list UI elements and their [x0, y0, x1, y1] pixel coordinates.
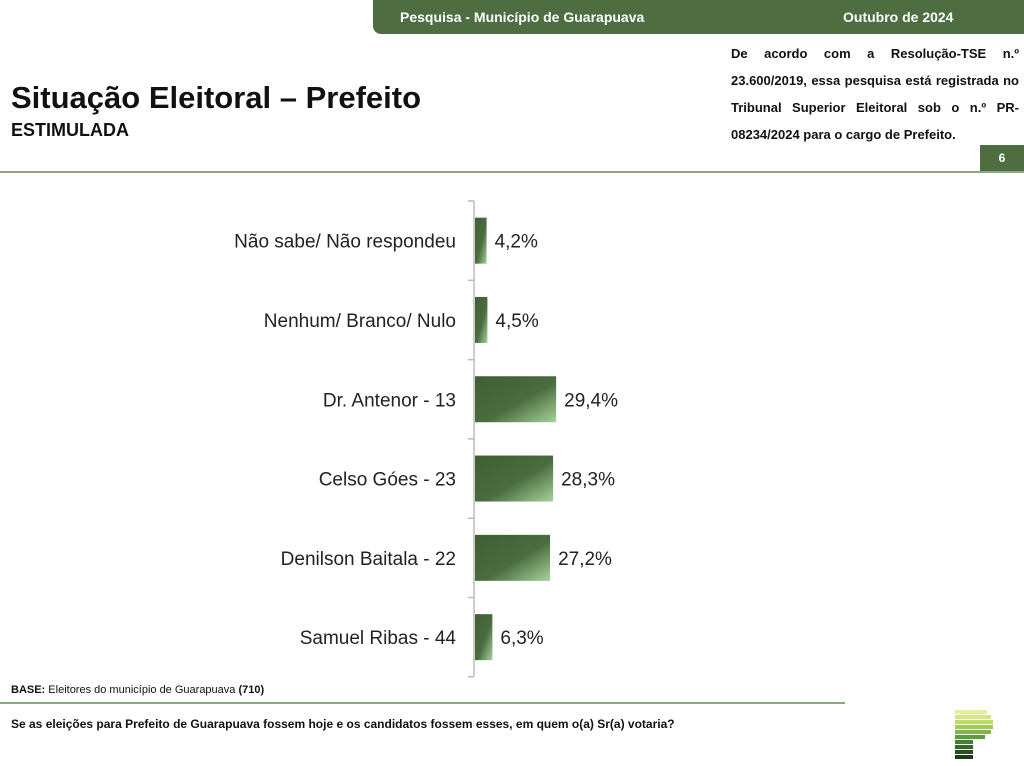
- data-label: 4,2%: [495, 232, 538, 253]
- survey-date: Outubro de 2024: [843, 9, 954, 25]
- base-note: BASE: Eleitores do município de Guarapua…: [11, 684, 265, 696]
- data-label: 6,3%: [500, 628, 543, 649]
- brand-logo: [955, 710, 993, 759]
- category-label: Celso Góes - 23: [319, 470, 456, 491]
- data-label: 29,4%: [564, 390, 618, 411]
- data-label: 27,2%: [558, 549, 612, 570]
- header-bar: Pesquisa - Município de Guarapuava Outub…: [373, 0, 1024, 34]
- category-label: Samuel Ribas - 44: [300, 628, 457, 649]
- bar: [475, 455, 554, 502]
- data-label: 4,5%: [495, 311, 538, 332]
- bar: [475, 217, 487, 264]
- footer-divider: [0, 702, 845, 704]
- divider: [0, 171, 1024, 173]
- survey-question: Se as eleições para Prefeito de Guarapua…: [11, 717, 675, 731]
- bar: [475, 534, 551, 581]
- category-label: Dr. Antenor - 13: [323, 390, 456, 411]
- survey-name: Pesquisa - Município de Guarapuava: [400, 9, 645, 25]
- bar: [475, 614, 493, 661]
- category-label: Denilson Baitala - 22: [281, 549, 456, 570]
- bar: [475, 376, 557, 423]
- data-label: 28,3%: [561, 470, 615, 491]
- page-subtitle: ESTIMULADA: [11, 120, 129, 140]
- page-number: 6: [980, 145, 1024, 172]
- registration-note: De acordo com a Resolução-TSE n.º 23.600…: [731, 46, 1019, 142]
- category-label: Não sabe/ Não respondeu: [234, 232, 456, 253]
- page-title: Situação Eleitoral – Prefeito: [11, 80, 422, 115]
- bar: [475, 296, 488, 343]
- category-label: Nenhum/ Branco/ Nulo: [264, 311, 456, 332]
